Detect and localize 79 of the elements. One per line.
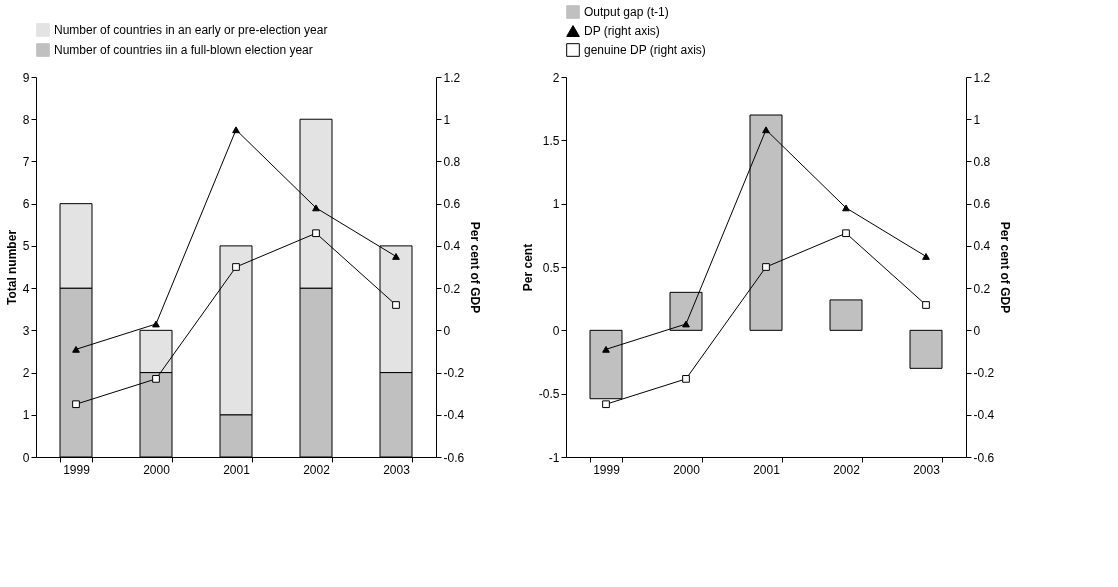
y-tick-label: 6 bbox=[22, 197, 30, 212]
y2-tick-label: 1 bbox=[443, 112, 451, 127]
y-axis-title: Total number bbox=[4, 229, 19, 306]
y-tick-label: 4 bbox=[22, 281, 30, 296]
y-axis-title: Per cent bbox=[520, 243, 535, 292]
legend-label: Output gap (t-1) bbox=[584, 5, 669, 19]
point bbox=[312, 229, 320, 238]
point bbox=[232, 126, 240, 134]
y2-tick-label: -0.2 bbox=[973, 366, 995, 381]
point bbox=[762, 126, 770, 134]
point bbox=[392, 253, 400, 260]
x-tick-label: 1999 bbox=[63, 462, 91, 477]
point bbox=[72, 400, 80, 409]
x-tick-label: 2002 bbox=[303, 462, 331, 477]
y2-tick-label: 1.2 bbox=[973, 70, 991, 85]
legend-label: Number of countries iin a full-blown election year bbox=[54, 43, 313, 57]
point bbox=[602, 345, 610, 353]
point bbox=[312, 204, 320, 212]
y2-tick-label: 0.4 bbox=[443, 239, 461, 254]
y2-tick-label: -0.2 bbox=[443, 366, 465, 381]
y2-tick-label: -0.4 bbox=[443, 408, 465, 423]
y-tick-label: 2 bbox=[552, 70, 560, 85]
point bbox=[152, 375, 160, 383]
point bbox=[232, 263, 240, 271]
x-tick-label: 2002 bbox=[833, 462, 861, 477]
y2-tick-label: 0.6 bbox=[443, 197, 461, 212]
point bbox=[762, 263, 770, 271]
legend-label: genuine DP (right axis) bbox=[584, 43, 706, 57]
point bbox=[842, 229, 850, 238]
y2-tick-label: 0 bbox=[973, 323, 981, 338]
y-tick-label: -0.5 bbox=[538, 387, 560, 402]
x-tick-label: 2000 bbox=[143, 462, 171, 477]
point bbox=[392, 301, 400, 309]
y-tick-label: 1.5 bbox=[542, 133, 560, 148]
x-tick-label: 2001 bbox=[753, 462, 781, 477]
point bbox=[152, 320, 160, 328]
point bbox=[72, 345, 80, 353]
legend-label: DP (right axis) bbox=[584, 24, 660, 38]
y-tick-label: 8 bbox=[22, 112, 30, 127]
y2-tick-label: 0.8 bbox=[443, 154, 461, 169]
x-tick-label: 2001 bbox=[223, 462, 251, 477]
bar bbox=[909, 329, 943, 369]
y-tick-label: -1 bbox=[548, 450, 560, 465]
point bbox=[922, 253, 930, 260]
point bbox=[602, 400, 610, 409]
y2-axis-title: Per cent of GDP bbox=[468, 221, 483, 314]
x-tick-label: 1999 bbox=[593, 462, 621, 477]
x-tick-label: 2003 bbox=[913, 462, 941, 477]
y2-tick-label: 0.4 bbox=[973, 239, 991, 254]
y-tick-label: 2 bbox=[22, 366, 30, 381]
y-tick-label: 0 bbox=[22, 450, 30, 465]
x-tick-label: 2003 bbox=[383, 462, 411, 477]
y2-tick-label: 0.6 bbox=[973, 197, 991, 212]
y-tick-label: 0.5 bbox=[542, 260, 560, 275]
y-tick-label: 5 bbox=[22, 239, 30, 254]
y-tick-label: 1 bbox=[552, 197, 560, 212]
x-tick-label: 2000 bbox=[673, 462, 701, 477]
y-tick-label: 9 bbox=[22, 70, 30, 85]
y2-tick-label: -0.6 bbox=[973, 450, 995, 465]
y-tick-label: 0 bbox=[552, 323, 560, 338]
point bbox=[922, 301, 930, 309]
y2-tick-label: 0.8 bbox=[973, 154, 991, 169]
y2-tick-label: 0 bbox=[443, 323, 451, 338]
y2-axis-title: Per cent of GDP bbox=[998, 221, 1013, 314]
bar bbox=[669, 291, 703, 331]
y2-tick-label: 1.2 bbox=[443, 70, 461, 85]
legend-label: Number of countries in an early or pre-election year bbox=[54, 23, 328, 37]
y-tick-label: 1 bbox=[22, 408, 30, 423]
y-tick-label: 3 bbox=[22, 323, 30, 338]
point bbox=[682, 375, 690, 383]
bar bbox=[829, 299, 863, 331]
y2-tick-label: 0.2 bbox=[443, 281, 461, 296]
y-tick-label: 7 bbox=[22, 154, 30, 169]
point bbox=[842, 204, 850, 212]
point bbox=[682, 320, 690, 328]
y2-tick-label: 0.2 bbox=[973, 281, 991, 296]
y2-tick-label: -0.4 bbox=[973, 408, 995, 423]
y2-tick-label: -0.6 bbox=[443, 450, 465, 465]
y2-tick-label: 1 bbox=[973, 112, 981, 127]
